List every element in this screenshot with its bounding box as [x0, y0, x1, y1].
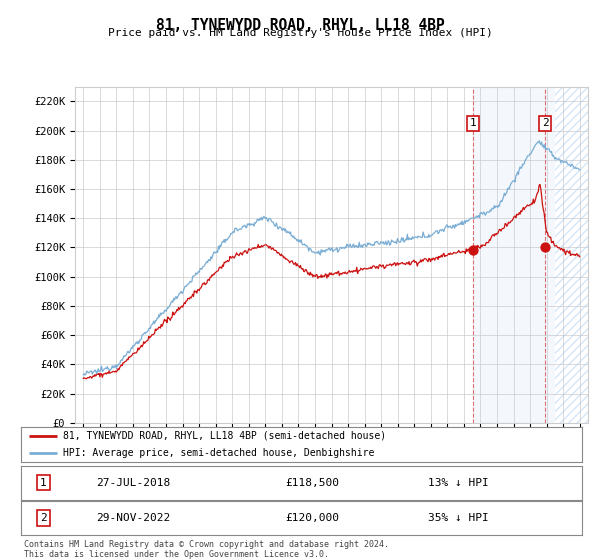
Bar: [555, 87, 588, 423]
Text: 27-JUL-2018: 27-JUL-2018: [96, 478, 170, 488]
Text: £120,000: £120,000: [286, 513, 340, 523]
Text: 35% ↓ HPI: 35% ↓ HPI: [428, 513, 489, 523]
Text: HPI: Average price, semi-detached house, Denbighshire: HPI: Average price, semi-detached house,…: [63, 448, 374, 458]
Text: 81, TYNEWYDD ROAD, RHYL, LL18 4BP: 81, TYNEWYDD ROAD, RHYL, LL18 4BP: [155, 18, 445, 33]
Text: 2: 2: [542, 118, 548, 128]
Bar: [473, 87, 555, 423]
Text: 1: 1: [40, 478, 47, 488]
Text: Contains HM Land Registry data © Crown copyright and database right 2024.
This d: Contains HM Land Registry data © Crown c…: [24, 540, 389, 559]
Text: 13% ↓ HPI: 13% ↓ HPI: [428, 478, 489, 488]
Text: £118,500: £118,500: [286, 478, 340, 488]
Text: 1: 1: [470, 118, 476, 128]
Point: [469, 245, 478, 254]
Text: 2: 2: [40, 513, 47, 523]
Text: Price paid vs. HM Land Registry's House Price Index (HPI): Price paid vs. HM Land Registry's House …: [107, 28, 493, 38]
Point: [541, 243, 550, 252]
Bar: [555, 87, 588, 423]
Text: 81, TYNEWYDD ROAD, RHYL, LL18 4BP (semi-detached house): 81, TYNEWYDD ROAD, RHYL, LL18 4BP (semi-…: [63, 431, 386, 441]
Text: 29-NOV-2022: 29-NOV-2022: [96, 513, 170, 523]
